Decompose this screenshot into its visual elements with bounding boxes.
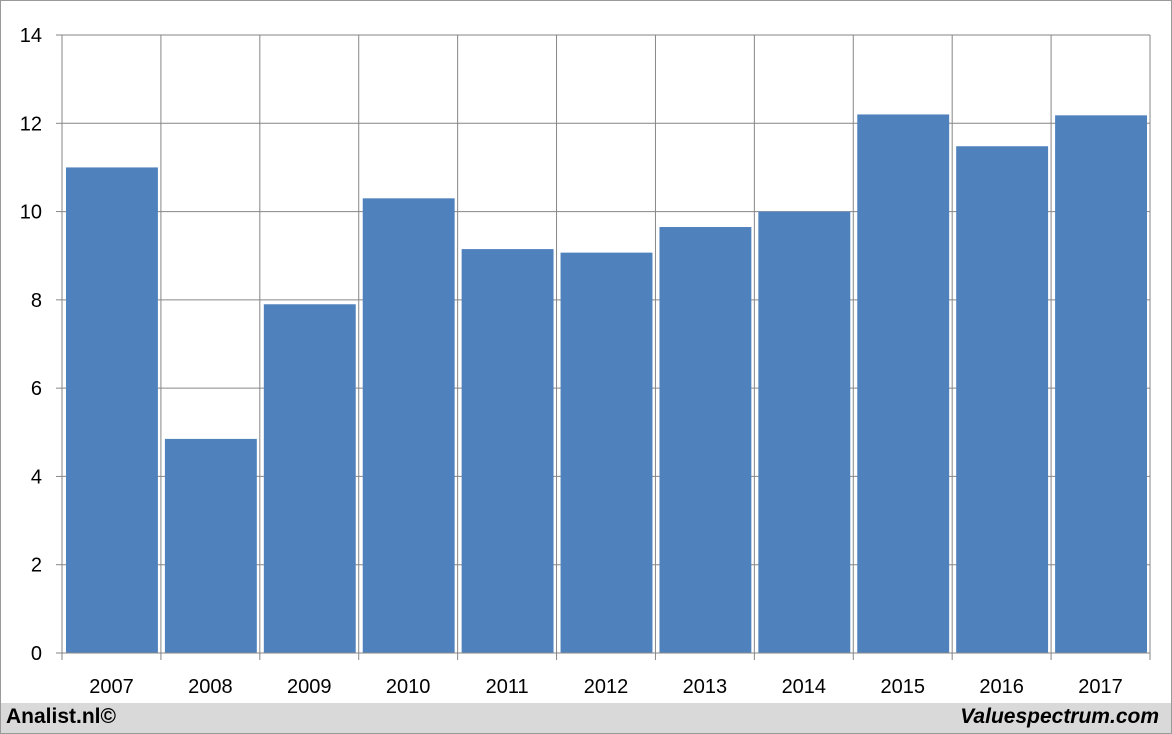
- footer-right-credit: Valuespectrum.com: [960, 705, 1159, 728]
- y-tick-label: 2: [31, 555, 42, 577]
- y-tick-label: 4: [31, 466, 42, 488]
- x-tick-label: 2016: [979, 676, 1024, 698]
- bar-2012: [560, 252, 653, 654]
- bar-2010: [362, 198, 455, 654]
- bar-2009: [263, 304, 356, 653]
- bar-2015: [857, 114, 950, 653]
- bar-chart: 0 2 4 6 8 10 12 14 2007 2008 2009 2010 2011 2012 2013 2…: [20, 25, 1151, 698]
- footer-bar: Analist.nl© Valuespectrum.com: [1, 703, 1171, 733]
- axes: [56, 34, 1150, 660]
- x-tick-label: 2007: [89, 676, 134, 698]
- y-tick-label: 12: [20, 113, 42, 135]
- bar-2007: [66, 167, 158, 653]
- bars: [66, 114, 1147, 654]
- x-tick-label: 2017: [1078, 676, 1123, 698]
- x-tick-label: 2015: [880, 676, 925, 698]
- grid-lines: [62, 34, 1151, 660]
- bar-2008: [164, 438, 257, 653]
- y-tick-label: 10: [20, 202, 42, 224]
- y-tick-label: 0: [31, 643, 42, 665]
- footer-left-credit: Analist.nl©: [6, 705, 116, 728]
- bar-2017: [1055, 115, 1147, 654]
- tick-labels: 0 2 4 6 8 10 12 14 2007 2008 2009 2010 2011 2012 2013 2…: [20, 25, 1123, 698]
- x-tick-label: 2009: [287, 676, 332, 698]
- x-tick-label: 2011: [486, 676, 529, 698]
- x-tick-label: 2008: [188, 676, 233, 698]
- bar-2016: [956, 146, 1049, 654]
- bar-2014: [758, 211, 851, 654]
- y-tick-label: 6: [31, 378, 42, 400]
- y-tick-label: 8: [31, 290, 42, 312]
- x-tick-label: 2010: [386, 676, 431, 698]
- x-tick-label: 2014: [782, 676, 827, 698]
- y-tick-label: 14: [20, 25, 42, 47]
- x-tick-label: 2013: [683, 676, 728, 698]
- bar-2013: [659, 227, 752, 653]
- x-tick-label: 2012: [584, 676, 629, 698]
- bar-2011: [461, 249, 554, 654]
